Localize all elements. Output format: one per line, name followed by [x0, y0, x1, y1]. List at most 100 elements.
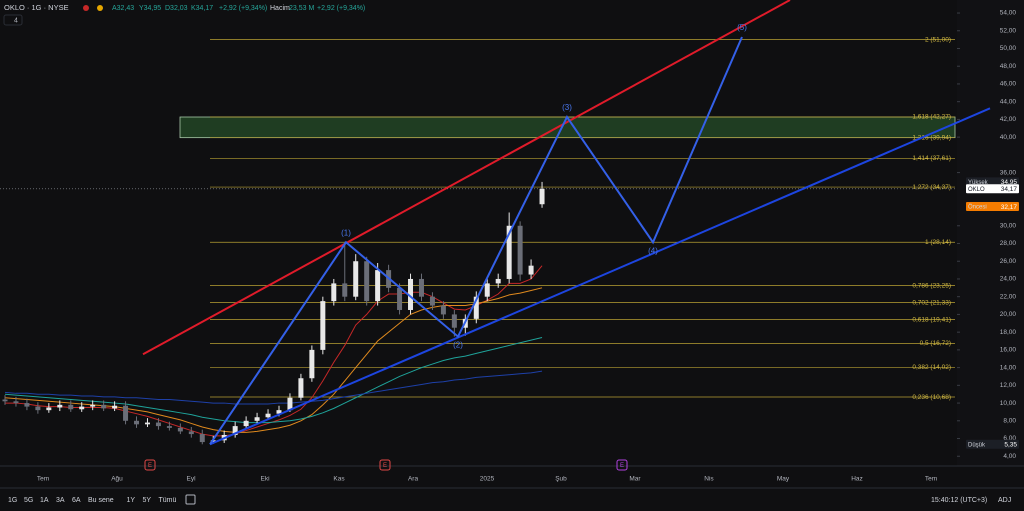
y-tick-label: 36,00	[1000, 169, 1017, 176]
wave-label: (3)	[562, 103, 572, 112]
y-tick-label: 16,00	[1000, 347, 1017, 354]
x-tick-label: Kas	[333, 476, 345, 483]
indicator-count[interactable]: 4	[14, 17, 18, 24]
ohlc-high: Y34,95	[139, 5, 161, 12]
earnings-markers: E E E	[144, 459, 628, 471]
y-tick-label: 4,00	[1003, 453, 1016, 460]
candle-body	[364, 261, 370, 302]
y-tick-label: 22,00	[1000, 293, 1017, 300]
volume-label: Hacim	[270, 5, 290, 12]
candle-body	[473, 296, 479, 319]
indicator-toggle[interactable]	[3, 14, 23, 26]
range-button[interactable]: 1A	[40, 497, 49, 504]
fib-label: 2 (51,00)	[925, 36, 951, 43]
range-button[interactable]: 5Y	[143, 497, 152, 504]
price-label-box	[966, 439, 1019, 449]
candle-body	[232, 426, 238, 435]
wave-path	[209, 36, 743, 445]
candle-body	[79, 406, 85, 410]
candle-body	[309, 349, 315, 379]
fib-label: 0,618 (19,41)	[912, 316, 951, 323]
adj-button[interactable]: ADJ	[998, 497, 1011, 504]
range-button[interactable]: Bu sene	[88, 497, 114, 504]
price-label-box	[966, 202, 1019, 212]
price-label-value: 5,35	[1004, 442, 1017, 449]
x-tick-label: Mar	[629, 476, 641, 483]
candle-body	[320, 301, 326, 350]
volume: 23,53 M	[289, 5, 314, 12]
y-tick-label: 30,00	[1000, 222, 1017, 229]
y-tick-label: 20,00	[1000, 311, 1017, 318]
price-label-name: Yüksek	[968, 180, 989, 186]
earnings-marker	[144, 459, 156, 471]
trend-line	[209, 107, 991, 446]
candle-body	[188, 431, 194, 435]
fib-label: 0,236 (10,68)	[912, 394, 951, 401]
range-button[interactable]: 5G	[24, 497, 33, 504]
wave-label: (5)	[737, 23, 747, 32]
range-button[interactable]: 6A	[72, 497, 81, 504]
y-tick-label: 12,00	[1000, 382, 1017, 389]
candle-body	[429, 296, 435, 306]
earnings-icon: E	[383, 463, 387, 469]
candle-body	[199, 434, 205, 443]
candle-body	[331, 283, 337, 302]
moving-average	[4, 370, 543, 405]
range-button[interactable]: 1G	[8, 497, 17, 504]
candle-body	[495, 278, 501, 284]
earnings-icon: E	[148, 463, 152, 469]
fib-label: 1,272 (34,37)	[912, 184, 951, 191]
candle-body	[397, 287, 403, 310]
y-tick-label: 52,00	[1000, 27, 1017, 34]
candle-body	[90, 404, 96, 407]
candle-body	[68, 404, 74, 410]
status-icon	[97, 5, 103, 11]
fib-label: 1,618 (42,27)	[912, 114, 951, 121]
y-tick-label: 28,00	[1000, 240, 1017, 247]
candle-body	[177, 427, 183, 432]
fib-label: 1,316 (39,94)	[912, 134, 951, 141]
target-zone	[179, 116, 956, 139]
x-tick-label: May	[777, 476, 790, 483]
candle-body	[265, 413, 271, 418]
clock: 15:40:12 (UTC+3)	[931, 497, 987, 504]
candle-body	[375, 270, 381, 302]
price-label-value: 34,95	[1001, 179, 1018, 186]
range-button[interactable]: 3A	[56, 497, 65, 504]
y-tick-label: 26,00	[1000, 258, 1017, 265]
x-tick-label: Ara	[408, 476, 419, 483]
x-tick-label: Şub	[555, 476, 567, 483]
symbol: OKLO · 1G · NYSE	[4, 3, 69, 12]
flag-icon	[83, 5, 89, 11]
y-tick-label: 44,00	[1000, 98, 1017, 105]
range-button[interactable]: 1Y	[127, 497, 136, 504]
wave-label: (4)	[648, 246, 658, 255]
x-tick-label: Eyl	[186, 476, 196, 483]
price-label-value: 32,17	[1001, 204, 1018, 211]
candle-body	[484, 283, 490, 297]
price-label-box	[966, 184, 1019, 194]
y-tick-label: 6,00	[1003, 435, 1016, 442]
candle-body	[35, 406, 41, 411]
candle-body	[46, 407, 52, 411]
y-tick-label: 54,00	[1000, 10, 1017, 17]
date-range-icon[interactable]	[185, 494, 196, 505]
candle-body	[298, 378, 304, 398]
candle-body	[155, 422, 161, 427]
y-tick-label: 46,00	[1000, 81, 1017, 88]
candle-body	[24, 403, 30, 407]
candle-body	[451, 314, 457, 328]
ohlc-change: +2,92 (+9,34%)	[219, 5, 267, 12]
x-tick-label: Tem	[37, 476, 49, 483]
x-tick-label: Ağu	[111, 476, 123, 483]
candle-body	[418, 278, 424, 297]
trend-line	[142, 0, 791, 356]
candle-body	[353, 261, 359, 297]
price-label-box	[966, 177, 1019, 187]
ohlc-close: K34,17	[191, 5, 213, 12]
x-tick-label: Tem	[925, 476, 937, 483]
earnings-icon: E	[620, 463, 624, 469]
fib-label: 0,382 (14,02)	[912, 364, 951, 371]
range-button[interactable]: Tümü	[159, 497, 177, 504]
